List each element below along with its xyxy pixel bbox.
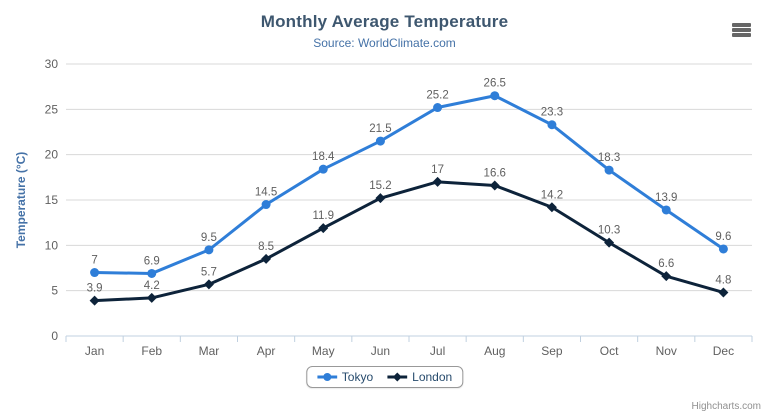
- data-point-tokyo-aug[interactable]: [490, 91, 500, 101]
- data-point-tokyo-nov[interactable]: [661, 205, 671, 215]
- data-label-tokyo: 18.3: [598, 152, 620, 164]
- x-axis-label: Jul: [430, 344, 445, 358]
- data-point-london-nov[interactable]: [661, 271, 672, 282]
- data-point-tokyo-oct[interactable]: [604, 165, 614, 175]
- y-axis-label: 10: [45, 238, 59, 252]
- data-point-tokyo-apr[interactable]: [261, 200, 271, 210]
- data-label-tokyo: 9.5: [201, 232, 217, 244]
- data-point-tokyo-dec[interactable]: [718, 244, 728, 254]
- data-point-tokyo-may[interactable]: [318, 164, 328, 174]
- x-axis-label: Dec: [713, 344, 734, 358]
- legend-label-london: London: [412, 370, 453, 384]
- data-point-london-sep[interactable]: [546, 202, 557, 213]
- legend-item-tokyo[interactable]: Tokyo: [316, 370, 374, 384]
- x-axis-label: Feb: [141, 344, 162, 358]
- data-label-tokyo: 21.5: [369, 123, 391, 135]
- menu-icon: [732, 33, 751, 37]
- data-label-london: 5.7: [201, 266, 217, 278]
- data-label-tokyo: 23.3: [541, 107, 563, 119]
- data-label-london: 11.9: [312, 210, 334, 222]
- y-axis-label: 30: [45, 57, 59, 71]
- data-label-london: 17: [431, 164, 444, 176]
- data-label-london: 10.3: [598, 225, 620, 237]
- data-label-london: 4.2: [144, 280, 160, 292]
- data-point-tokyo-mar[interactable]: [204, 245, 214, 255]
- menu-icon: [732, 28, 751, 32]
- x-axis-label: Oct: [600, 344, 619, 358]
- data-point-london-jul[interactable]: [432, 176, 443, 187]
- legend-marker-london: [387, 372, 408, 382]
- data-label-tokyo: 7: [91, 255, 97, 267]
- legend-label-tokyo: Tokyo: [341, 370, 374, 384]
- data-label-tokyo: 13.9: [655, 192, 677, 204]
- data-point-london-aug[interactable]: [489, 180, 500, 191]
- data-label-london: 15.2: [369, 180, 391, 192]
- data-point-tokyo-jun[interactable]: [375, 136, 385, 146]
- export-menu-button[interactable]: [731, 21, 752, 39]
- data-point-london-feb[interactable]: [146, 292, 157, 303]
- data-label-london: 3.9: [87, 283, 103, 295]
- menu-icon: [732, 23, 751, 27]
- x-axis-label: Jun: [371, 344, 390, 358]
- legend: Tokyo London: [305, 366, 464, 388]
- x-axis-label: Jan: [85, 344, 104, 358]
- x-axis-label: Aug: [484, 344, 505, 358]
- series-line-london: [93, 180, 725, 303]
- chart-title: Monthly Average Temperature: [260, 12, 509, 31]
- data-point-london-dec[interactable]: [718, 287, 729, 298]
- data-label-tokyo: 25.2: [426, 90, 448, 102]
- data-point-tokyo-feb[interactable]: [147, 268, 157, 278]
- x-axis-label: Apr: [257, 344, 276, 358]
- y-axis-title: Temperature (°C): [14, 152, 28, 249]
- data-point-london-apr[interactable]: [261, 253, 272, 264]
- data-label-london: 8.5: [258, 241, 274, 253]
- data-label-london: 14.2: [541, 189, 563, 201]
- data-point-london-may[interactable]: [318, 223, 329, 234]
- x-axis-label: Sep: [541, 344, 563, 358]
- y-axis-label: 15: [45, 193, 59, 207]
- x-axis-label: May: [312, 344, 335, 358]
- data-point-london-jan[interactable]: [89, 295, 100, 306]
- x-axis-label: Nov: [656, 344, 677, 358]
- data-label-tokyo: 26.5: [484, 78, 506, 90]
- data-label-tokyo: 18.4: [312, 151, 335, 163]
- legend-marker-tokyo: [316, 373, 337, 381]
- chart-subtitle: Source: WorldClimate.com: [313, 36, 456, 50]
- credits-link[interactable]: Highcharts.com: [691, 401, 761, 412]
- y-axis-label: 20: [45, 148, 59, 162]
- y-axis-label: 5: [51, 284, 58, 298]
- data-label-london: 6.6: [658, 258, 674, 270]
- legend-item-london[interactable]: London: [387, 370, 452, 384]
- data-point-tokyo-jan[interactable]: [90, 268, 100, 278]
- x-axis-label: Mar: [199, 344, 220, 358]
- data-point-tokyo-sep[interactable]: [547, 120, 557, 130]
- data-label-tokyo: 9.6: [715, 231, 731, 243]
- data-point-london-mar[interactable]: [203, 279, 214, 290]
- data-point-tokyo-jul[interactable]: [433, 103, 443, 113]
- data-label-tokyo: 6.9: [144, 255, 160, 267]
- data-point-london-jun[interactable]: [375, 193, 386, 204]
- data-point-london-oct[interactable]: [604, 237, 615, 248]
- data-label-london: 4.8: [715, 274, 731, 286]
- y-axis-label: 25: [45, 102, 59, 116]
- y-axis-label: 0: [51, 329, 58, 343]
- series-line-tokyo: [93, 94, 725, 275]
- data-label-tokyo: 14.5: [255, 187, 277, 199]
- data-label-london: 16.6: [484, 167, 506, 179]
